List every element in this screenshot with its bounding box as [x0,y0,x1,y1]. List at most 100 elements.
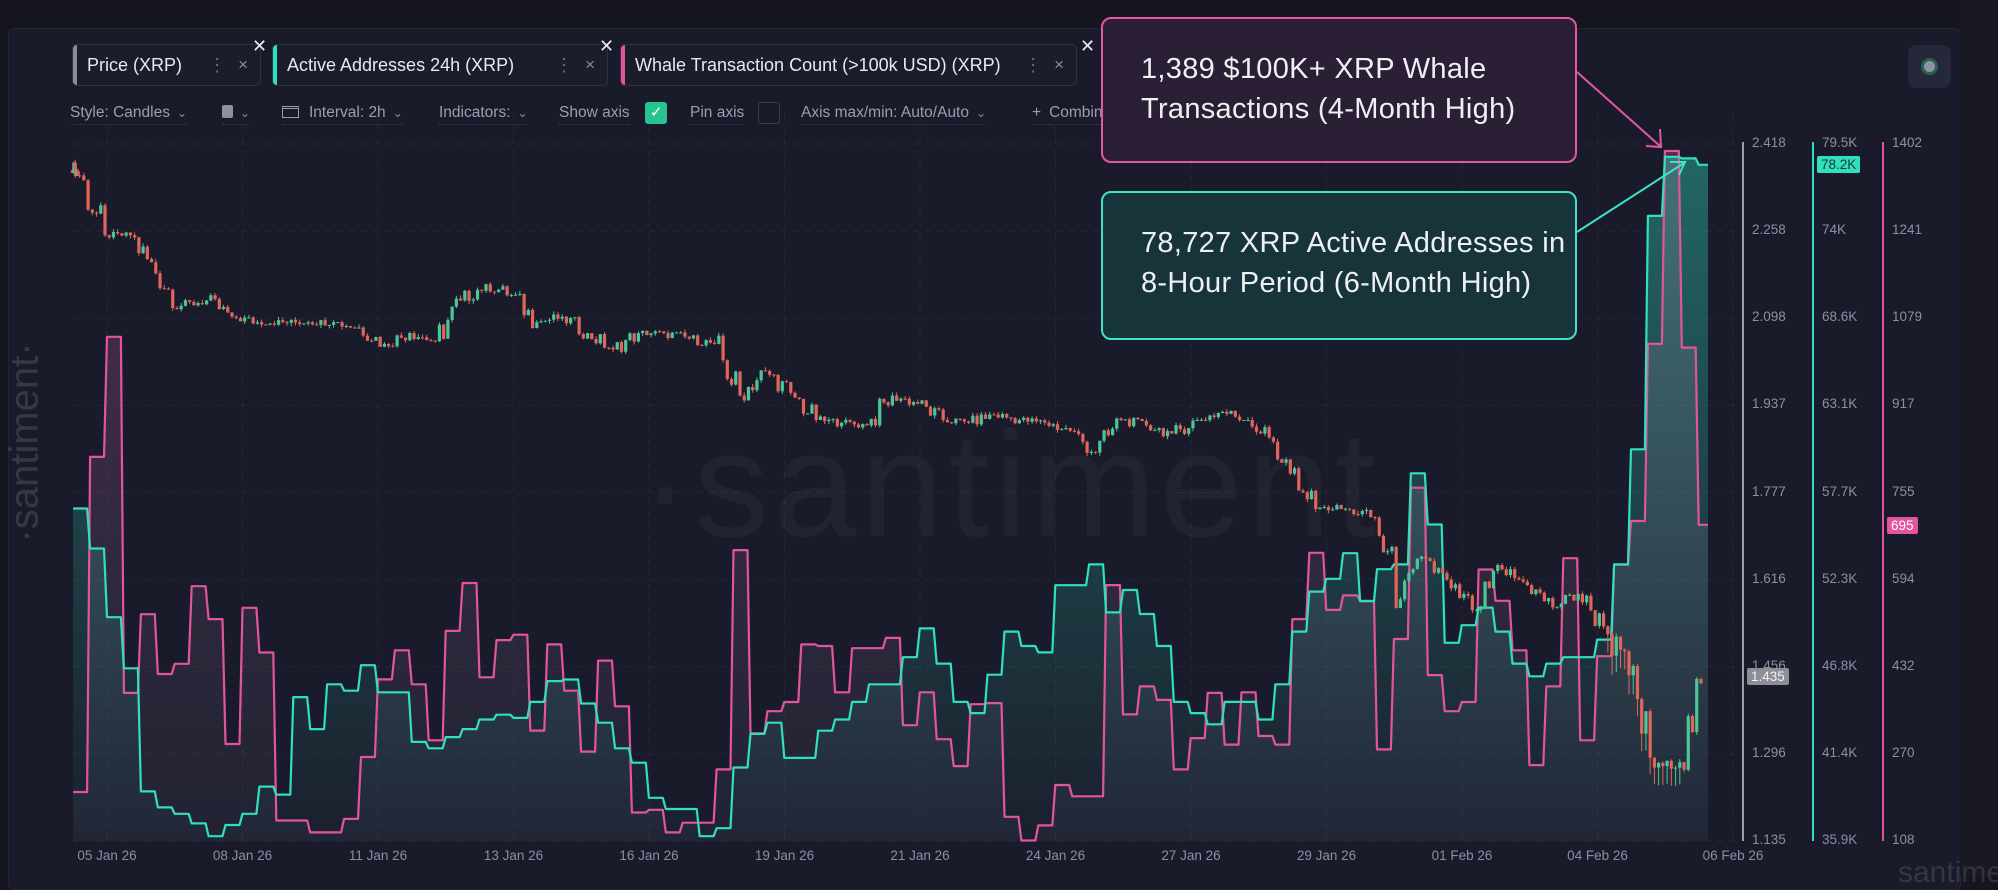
candle-body [1216,413,1220,418]
candle-body [577,317,581,335]
candle-body [1445,572,1449,580]
indicators-dropdown[interactable]: Indicators: ⌄ [439,104,528,125]
candle-body [911,402,916,405]
candle-body [1398,599,1402,608]
candle-body [154,262,158,274]
price-candles [70,159,1703,786]
tab-label: Whale Transaction Count (>100k USD) (XRP… [635,54,1001,75]
settings-toggle-button[interactable] [1908,45,1951,88]
candle-body [611,347,615,350]
style-dropdown[interactable]: Style: Candles ⌄ [70,104,188,125]
candle-body [1394,546,1398,608]
candle-body [1094,451,1098,453]
active-axis-tick-label: 79.5K [1822,135,1858,150]
candle-body [708,340,712,343]
candle-body [90,209,94,213]
candle-body [615,342,619,350]
more-vertical-icon[interactable]: ⋮ [1024,54,1043,75]
candle-body [1695,678,1699,733]
active-axis-tick-label: 35.9K [1822,832,1858,847]
axis-maxmin-dropdown[interactable]: Axis max/min: Auto/Auto ⌄ [801,104,987,125]
indicators-label: Indicators: [439,104,511,121]
candle-body [1026,417,1030,422]
remove-metric-close-icon[interactable]: ✕ [1080,36,1096,56]
more-vertical-icon[interactable]: ⋮ [555,54,574,75]
candle-body [975,415,979,425]
candle-body [1614,636,1618,656]
candle-body [268,323,272,325]
candle-body [403,337,408,341]
tab-price[interactable]: Price (XRP) ⋮ × [72,44,261,86]
candle-body [1491,570,1496,588]
candle-body [1559,603,1563,608]
arrowhead-icon [1670,161,1687,176]
right-panel [1960,0,1998,876]
candle-body [793,392,797,398]
candle-body [200,303,204,305]
candle-body [1690,716,1695,733]
candle-body [801,398,806,414]
candle-body [827,419,831,422]
candle-body [988,414,992,419]
candle-body [514,294,518,296]
candle-body [1640,699,1644,734]
axis-maxmin-label: Axis max/min: Auto/Auto [801,104,969,121]
candle-body [895,395,899,401]
pin-axis-checkbox[interactable] [758,102,780,124]
candle-body [1424,556,1428,559]
candle-body [399,335,403,338]
combine-label: Combine [1049,104,1112,121]
candle-body [704,340,708,346]
combine-button[interactable]: + Combine [1032,104,1112,125]
candle-body [76,171,80,176]
interval-dropdown[interactable]: Interval: 2h ⌄ [282,104,403,125]
candle-body [382,343,386,347]
active-axis-tick-label: 57.7K [1822,483,1858,499]
candle-body [1470,595,1474,611]
candle-body [1242,419,1246,421]
candle-body [526,309,530,316]
candle-body [950,422,954,424]
candle-body [666,333,670,339]
tab-label: Price (XRP) [87,54,183,75]
price-axis-tick-label: 2.258 [1752,222,1786,238]
candle-body [1381,535,1386,553]
whale-axis-tick-label: 594 [1892,570,1915,586]
close-icon[interactable]: × [585,55,595,74]
candle-body [806,413,810,415]
style-label: Style: Candles [70,104,170,121]
candle-body [505,286,509,296]
close-icon[interactable]: × [1054,55,1064,74]
candle-body [1271,437,1275,442]
candle-body [196,303,200,306]
tab-active-addresses[interactable]: Active Addresses 24h (XRP) ⋮ × [272,44,608,86]
candle-body [763,370,767,372]
candle-body [1419,556,1424,559]
close-icon[interactable]: × [238,55,248,74]
more-vertical-icon[interactable]: ⋮ [208,54,227,75]
candle-body [882,398,886,403]
candle-body [632,333,636,342]
candle-body [86,180,90,210]
x-tick-label: 06 Feb 26 [1702,848,1764,863]
tab-whale-transactions[interactable]: Whale Transaction Count (>100k USD) (XRP… [620,44,1077,86]
candle-body [1678,762,1682,768]
remove-metric-close-icon[interactable]: ✕ [252,36,268,56]
candle-body [924,400,928,407]
candle-body [1449,579,1453,589]
x-tick-label: 05 Jan 26 [77,848,137,863]
annotation-arrows [1576,71,1687,233]
candle-body [1149,425,1153,431]
chevron-down-icon: ⌄ [240,106,251,120]
candle-body [1428,558,1432,562]
color-dropdown[interactable]: ⌄ [222,104,251,125]
candle-body [111,232,116,238]
show-axis-checkbox[interactable]: ✓ [645,102,667,124]
remove-metric-close-icon[interactable]: ✕ [599,36,615,56]
candle-body [683,332,687,337]
candle-body [941,409,945,420]
candle-body [99,205,103,214]
candle-body [1585,595,1589,603]
candle-body [713,342,717,344]
